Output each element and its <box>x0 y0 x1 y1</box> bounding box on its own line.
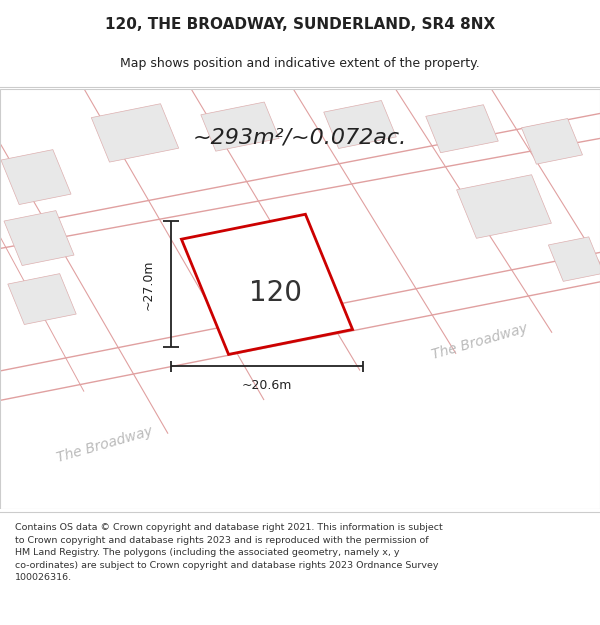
Text: The Broadway: The Broadway <box>55 424 155 464</box>
Polygon shape <box>324 101 396 149</box>
Polygon shape <box>426 105 498 152</box>
Polygon shape <box>201 102 279 151</box>
Text: ~293m²/~0.072ac.: ~293m²/~0.072ac. <box>193 127 407 147</box>
Text: The Broadway: The Broadway <box>430 321 530 361</box>
Polygon shape <box>91 104 179 162</box>
Polygon shape <box>457 175 551 238</box>
Polygon shape <box>8 274 76 324</box>
Polygon shape <box>4 211 74 266</box>
Polygon shape <box>1 149 71 204</box>
Text: Contains OS data © Crown copyright and database right 2021. This information is : Contains OS data © Crown copyright and d… <box>15 523 443 582</box>
Text: 120: 120 <box>250 279 302 307</box>
Polygon shape <box>181 214 353 354</box>
Polygon shape <box>521 119 583 164</box>
Text: 120, THE BROADWAY, SUNDERLAND, SR4 8NX: 120, THE BROADWAY, SUNDERLAND, SR4 8NX <box>105 18 495 32</box>
Text: ~27.0m: ~27.0m <box>142 259 155 309</box>
Text: ~20.6m: ~20.6m <box>242 379 292 392</box>
Polygon shape <box>219 245 315 324</box>
Polygon shape <box>548 237 600 281</box>
Text: Map shows position and indicative extent of the property.: Map shows position and indicative extent… <box>120 58 480 71</box>
